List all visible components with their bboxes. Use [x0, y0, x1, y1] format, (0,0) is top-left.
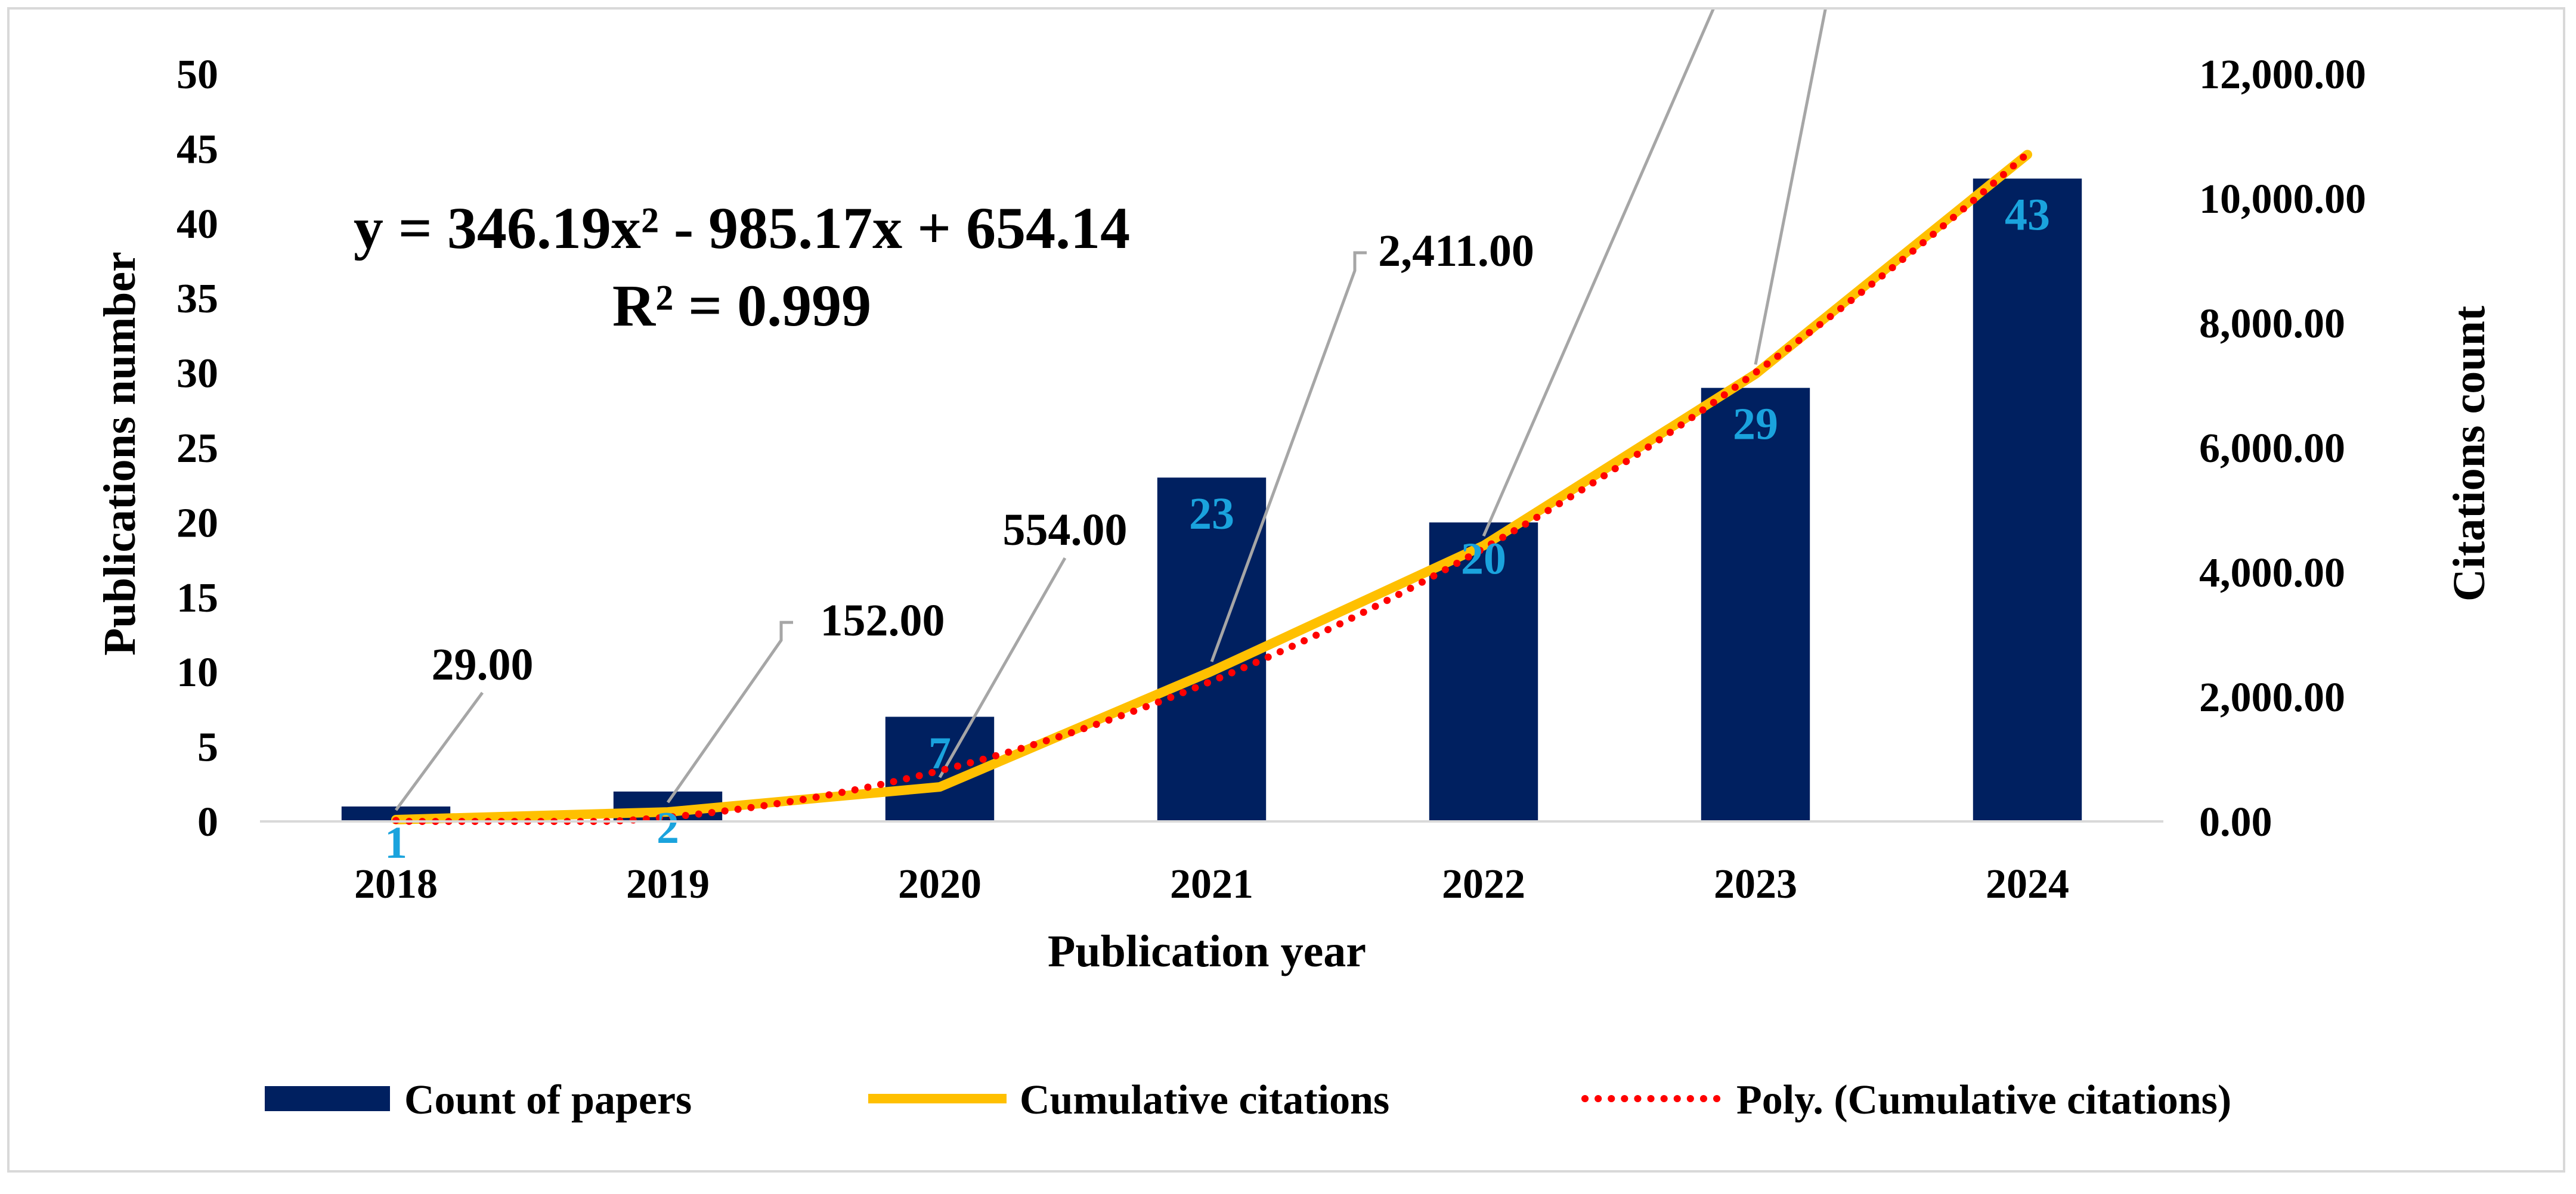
y-tick-label: 0: [197, 799, 218, 845]
poly-trendline: [392, 150, 2031, 825]
y2-tick-label: 6,000.00: [2199, 426, 2345, 472]
y2-tick-label: 8,000.00: [2199, 301, 2345, 347]
legend-swatch-count-of-papers: [265, 1086, 390, 1111]
chart-frame: 0 5 10 15 20 25 30 35 40 45 50 0.00 2,000.00 4,000.0…: [7, 0, 2565, 1173]
y-tick-label: 45: [177, 126, 218, 172]
x-tick-label-2019: 2019: [626, 861, 710, 907]
bar-value-label-2018: 1: [385, 818, 407, 868]
leader-line-2022: [1482, 0, 1719, 537]
bar-value-label-2019: 2: [657, 803, 679, 853]
leader-line-2018: [394, 691, 484, 811]
y2-tick-label: 2,000.00: [2199, 675, 2345, 721]
y-tick-label: 30: [177, 351, 218, 397]
x-tick-label-2018: 2018: [354, 861, 438, 907]
bar-value-label-2020: 7: [928, 728, 951, 778]
y-tick-label: 40: [177, 201, 218, 247]
x-tick-label-2020: 2020: [898, 861, 982, 907]
leader-line-2023: [1754, 0, 1829, 365]
citation-point-2024: [2027, 154, 2028, 155]
y-axis-title: Publications number: [95, 252, 145, 656]
y2-tick-label: 10,000.00: [2199, 176, 2366, 222]
combo-chart: 0 5 10 15 20 25 30 35 40 45 50 0.00 2,000.00 4,000.0…: [95, 0, 2494, 1123]
y-tick-label: 25: [177, 426, 218, 472]
bar-value-label-2024: 43: [2005, 190, 2050, 240]
legend-label-count-of-papers: Count of papers: [404, 1077, 692, 1123]
bar-2023: [1701, 387, 1810, 821]
bar-value-label-2022: 20: [1461, 534, 1506, 584]
x-tick-label-2023: 2023: [1714, 861, 1797, 907]
legend-label-cumulative-citations: Cumulative citations: [1020, 1077, 1389, 1123]
citation-value-label-2019: 152.00: [821, 596, 945, 646]
x-tick-label-2024: 2024: [1986, 861, 2069, 907]
y2-tick-label: 0.00: [2199, 799, 2272, 845]
leader-line-2019: [666, 621, 793, 804]
trendline-r-squared: R² = 0.999: [612, 272, 871, 339]
y2-axis-title: Citations count: [2444, 306, 2494, 601]
legend: Count of papers Cumulative citations Pol…: [265, 1077, 2231, 1123]
y-tick-label: 10: [177, 650, 218, 696]
x-axis-title: Publication year: [1048, 926, 1366, 976]
leader-line-2020: [938, 557, 1067, 779]
x-tick-label-2021: 2021: [1170, 861, 1253, 907]
y2-tick-label: 4,000.00: [2199, 550, 2345, 596]
leader-line-2021: [1210, 251, 1367, 662]
y-tick-label: 50: [177, 52, 218, 98]
x-tick-label-2022: 2022: [1442, 861, 1525, 907]
y-tick-label: 15: [177, 575, 218, 621]
y-tick-label: 35: [177, 276, 218, 322]
bar-value-label-2021: 23: [1189, 489, 1234, 539]
bar-2024: [1973, 178, 2082, 821]
y-tick-label: 20: [177, 500, 218, 546]
citation-value-label-2021: 2,411.00: [1378, 226, 1534, 276]
legend-label-poly-trendline: Poly. (Cumulative citations): [1736, 1077, 2231, 1123]
y2-tick-label: 12,000.00: [2199, 52, 2366, 98]
y-tick-label: 5: [197, 725, 218, 771]
trendline-equation: y = 346.19x² - 985.17x + 654.14: [354, 195, 1130, 261]
citation-value-label-2018: 29.00: [432, 640, 534, 690]
citation-value-label-2020: 554.00: [1003, 505, 1128, 555]
bar-value-label-2023: 29: [1733, 399, 1778, 449]
